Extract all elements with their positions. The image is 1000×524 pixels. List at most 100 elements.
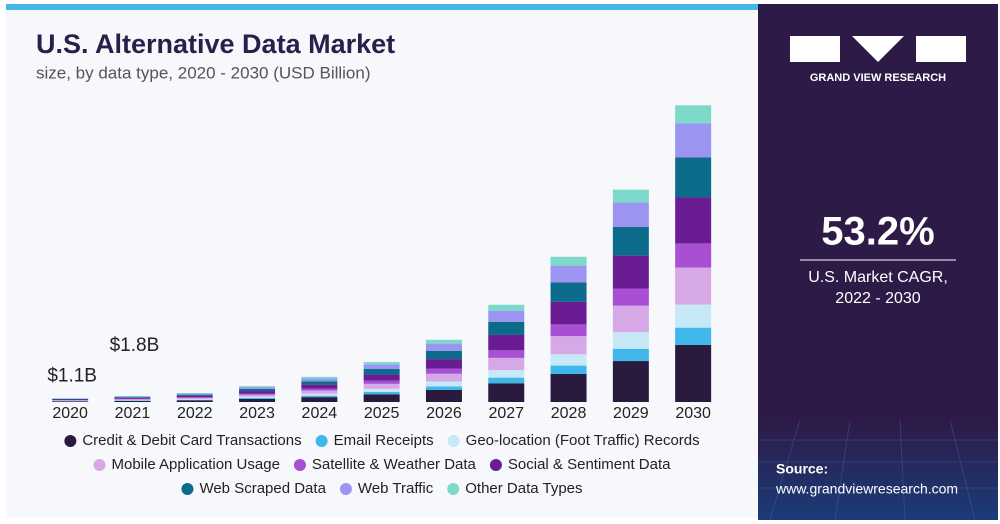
bar-segment <box>52 401 89 402</box>
legend-swatch <box>64 435 77 447</box>
source-url: www.grandviewresearch.com <box>775 481 958 497</box>
bar-segment <box>363 394 400 402</box>
legend-swatch <box>293 459 306 471</box>
bar-segment <box>114 396 151 398</box>
bar-segment <box>612 332 649 349</box>
bar-segment <box>114 397 151 399</box>
bar-segment <box>301 397 338 402</box>
bar-segment <box>239 386 276 388</box>
bar-segment <box>488 310 525 322</box>
logo <box>790 36 966 62</box>
brand: GRAND VIEW RESEARCH <box>810 72 946 84</box>
bar-segment <box>301 376 338 379</box>
legend-swatch <box>489 459 502 471</box>
bar-segment <box>550 354 587 366</box>
legend-label: Other Data Types <box>465 480 582 497</box>
bar-segment <box>363 388 400 392</box>
bar-segment <box>301 381 338 385</box>
bar-segment <box>114 400 151 402</box>
bar-segment <box>301 395 338 398</box>
bar-segment <box>425 359 462 369</box>
bar-segment <box>176 393 213 394</box>
bar-segment <box>550 301 587 325</box>
bar-segment <box>612 226 649 256</box>
bar-segment <box>612 189 649 203</box>
bar-segment <box>363 374 400 381</box>
x-tick-label: 2026 <box>426 405 462 422</box>
x-tick-label: 2023 <box>239 405 275 422</box>
bar-segment <box>301 388 338 391</box>
bar-segment <box>488 383 525 402</box>
legend-label: Mobile Application Usage <box>111 456 279 473</box>
bar-segment <box>550 336 587 355</box>
bar-segment <box>301 393 338 396</box>
bar-segment <box>488 321 525 335</box>
grid-decoration <box>758 419 998 521</box>
bar-segment <box>612 305 649 333</box>
bar-segment <box>550 282 587 302</box>
legend-swatch <box>447 435 460 447</box>
legend-label: Web Traffic <box>358 480 434 497</box>
bar-segment <box>675 327 712 345</box>
bar-segment <box>550 374 587 402</box>
bar-segment <box>176 395 213 398</box>
cagr-label: 2022 - 2030 <box>835 290 921 307</box>
bar-segment <box>675 157 712 198</box>
legend-swatch <box>93 459 106 471</box>
bar-segment <box>114 399 151 401</box>
bar-segment <box>612 348 649 362</box>
x-tick-label: 2028 <box>551 405 587 422</box>
bar-segment <box>425 343 462 351</box>
bar-segment <box>488 304 525 311</box>
annotation: $1.8B <box>110 335 160 356</box>
bar-segment <box>675 267 712 305</box>
bar-segment <box>425 373 462 382</box>
bar-segment <box>612 361 649 402</box>
bar-segment <box>488 350 525 358</box>
bar-segment <box>363 364 400 370</box>
cagr-value: 53.2% <box>821 210 934 254</box>
source-label: Source: <box>776 461 828 477</box>
bar-segment <box>612 202 649 227</box>
x-tick-label: 2027 <box>488 405 524 422</box>
bar-segment <box>550 365 587 375</box>
bar-segment <box>675 344 712 402</box>
bar-segment <box>176 399 213 401</box>
bar-segment <box>176 400 213 402</box>
bar-segment <box>301 378 338 382</box>
bar-segment <box>425 381 462 387</box>
bar-segment <box>488 334 525 351</box>
bar-segment <box>114 397 151 398</box>
bar-segment <box>239 391 276 394</box>
bar-segment <box>550 324 587 337</box>
sidebar-footer <box>758 420 998 520</box>
bar-segment <box>425 350 462 360</box>
annotation: $1.1B <box>47 365 97 386</box>
legend-label: Email Receipts <box>334 432 434 449</box>
x-tick-label: 2024 <box>302 405 338 422</box>
legend-label: Geo-location (Foot Traffic) Records <box>466 432 700 449</box>
legend-swatch <box>339 483 352 495</box>
bar-segment <box>425 390 462 402</box>
bar-segment <box>176 397 213 400</box>
bar-segment <box>176 399 213 400</box>
bar-segment <box>425 386 462 391</box>
bar-segment <box>363 380 400 384</box>
chart-subtitle: size, by data type, 2020 - 2030 (USD Bil… <box>36 63 371 82</box>
legend-label: Credit & Debit Card Transactions <box>82 432 301 449</box>
bar-segment <box>675 105 712 124</box>
legend-label: Social & Sentiment Data <box>508 456 671 473</box>
bar-segment <box>612 255 649 289</box>
x-tick-label: 2020 <box>52 405 88 422</box>
bar-segment <box>239 398 276 402</box>
x-tick-label: 2025 <box>364 405 400 422</box>
bar-segment <box>488 370 525 378</box>
bar-segment <box>488 357 525 371</box>
bar-segment <box>239 388 276 392</box>
bar-segment <box>675 304 712 328</box>
bar-segment <box>239 398 276 399</box>
bar-segment <box>425 339 462 344</box>
bar-segment <box>675 243 712 268</box>
x-tick-label: 2029 <box>613 405 649 422</box>
bar-segment <box>52 399 89 401</box>
